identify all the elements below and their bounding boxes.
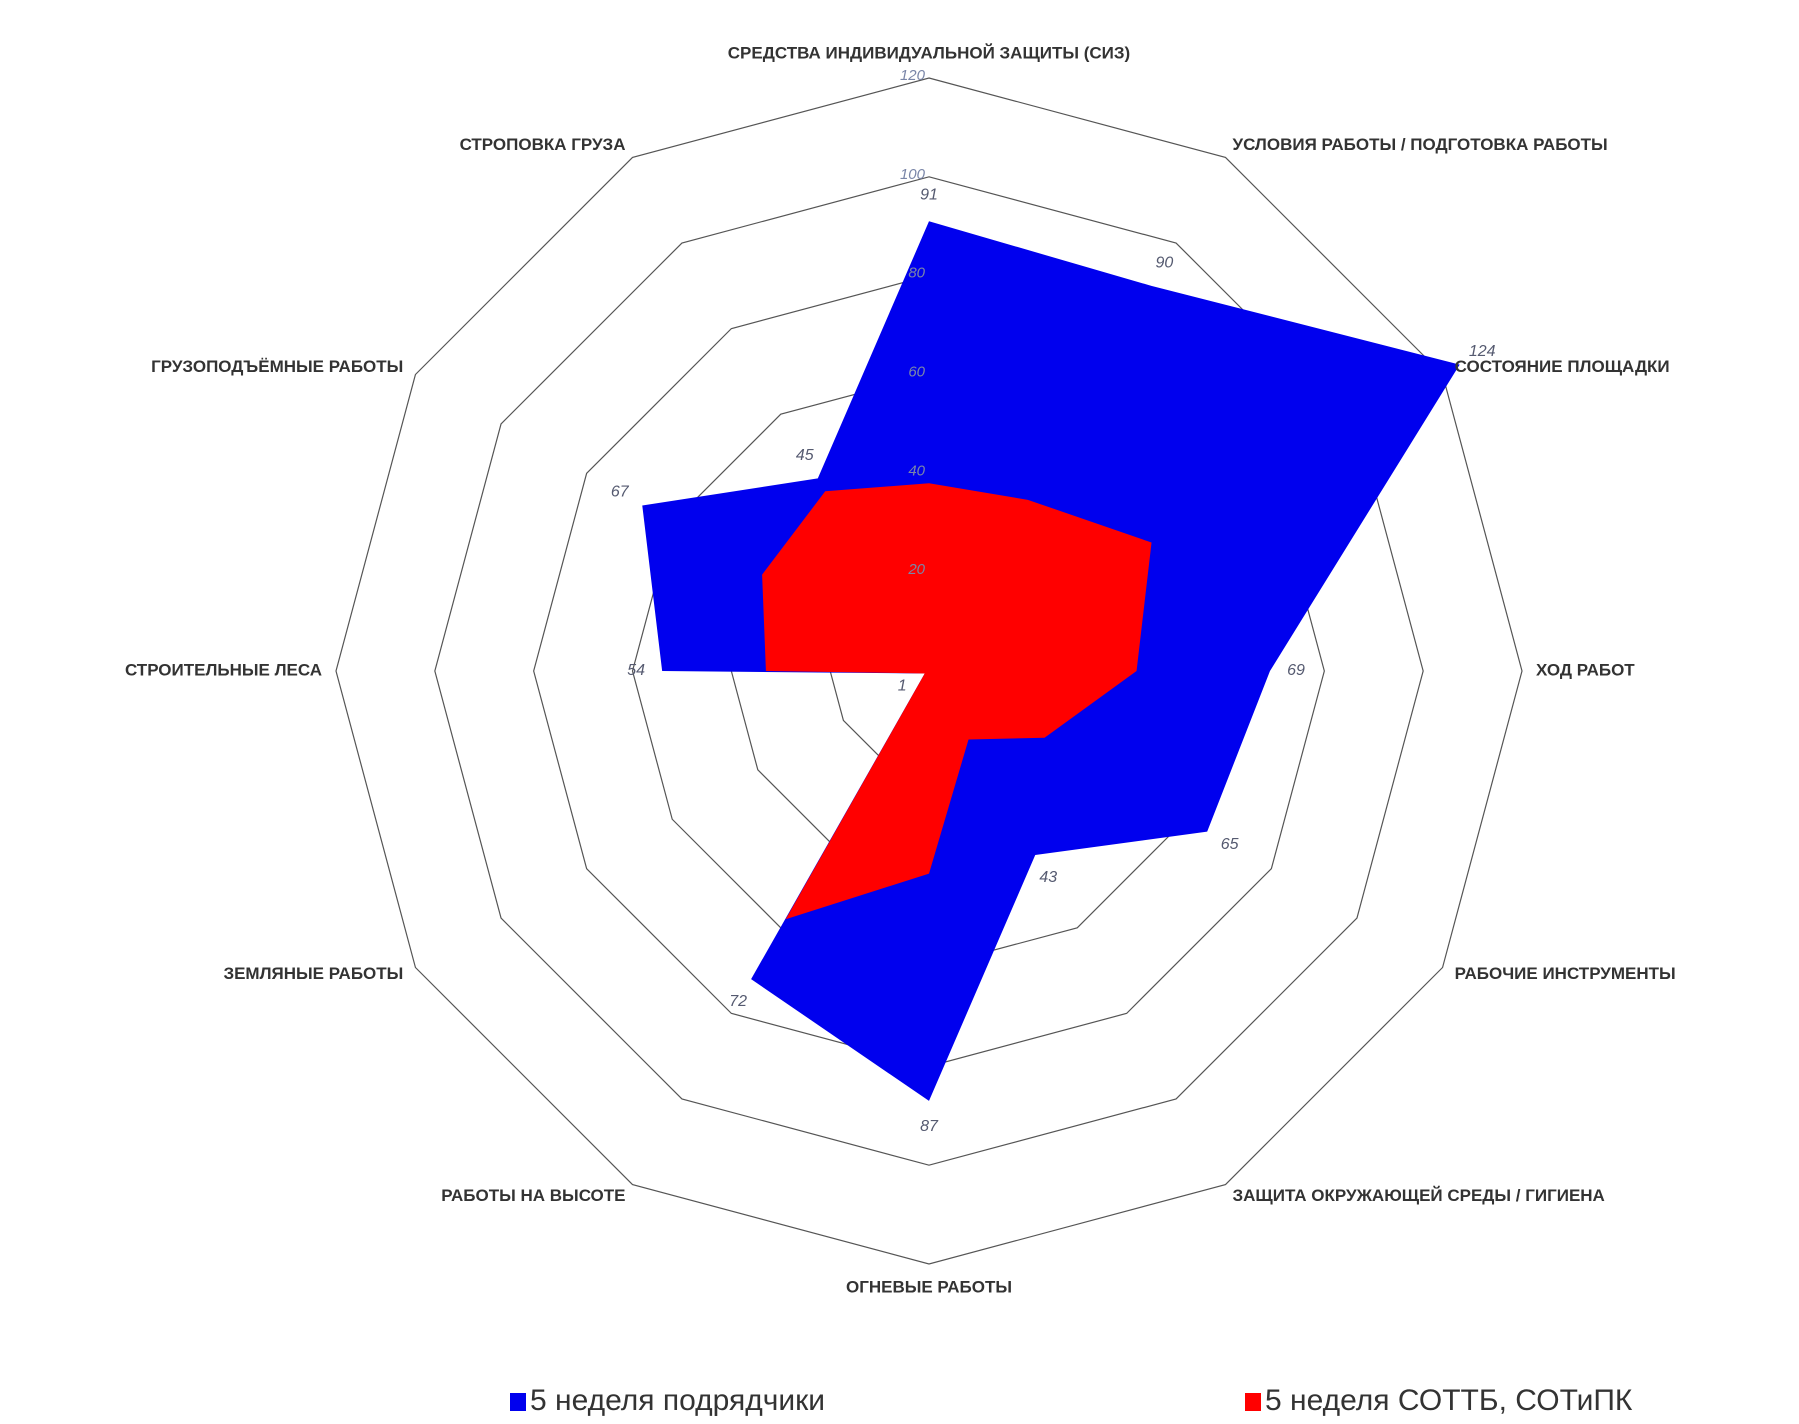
category-label: ЗАЩИТА ОКРУЖАЮЩЕЙ СРЕДЫ / ГИГИЕНА — [1233, 1186, 1605, 1205]
category-label: СОСТОЯНИЕ ПЛОЩАДКИ — [1455, 357, 1670, 376]
category-label: СТРОПОВКА ГРУЗА — [460, 135, 626, 154]
legend-label: 5 неделя подрядчики — [530, 1384, 825, 1417]
legend-swatch — [1245, 1393, 1261, 1411]
value-label: 65 — [1221, 836, 1239, 853]
value-label: 45 — [796, 447, 814, 464]
category-label: ОГНЕВЫЕ РАБОТЫ — [846, 1277, 1012, 1296]
r-tick-label: 80 — [908, 265, 925, 282]
value-label: 72 — [729, 993, 747, 1010]
category-label: ЗЕМЛЯНЫЕ РАБОТЫ — [223, 964, 403, 983]
value-label: 54 — [627, 662, 645, 679]
value-label: 67 — [611, 484, 630, 501]
r-tick-label: 40 — [908, 462, 925, 479]
r-tick-label: 120 — [900, 67, 926, 84]
series-area — [762, 483, 1152, 920]
category-label: СТРОИТЕЛЬНЫЕ ЛЕСА — [125, 660, 322, 679]
r-tick-label: 20 — [907, 561, 925, 578]
r-tick-label: 100 — [900, 166, 926, 183]
legend-label: 5 неделя СОТТБ, СОТиПК — [1265, 1384, 1633, 1417]
category-label: СРЕДСТВА ИНДИВИДУАЛЬНОЙ ЗАЩИТЫ (СИЗ) — [728, 43, 1130, 62]
value-label: 87 — [920, 1118, 939, 1135]
value-label: 69 — [1287, 662, 1305, 679]
category-label: ХОД РАБОТ — [1536, 660, 1635, 679]
value-label: 43 — [1039, 869, 1057, 886]
legend-swatch — [510, 1393, 526, 1411]
category-label: УСЛОВИЯ РАБОТЫ / ПОДГОТОВКА РАБОТЫ — [1233, 135, 1608, 154]
r-tick-label: 60 — [908, 363, 925, 380]
category-label: ГРУЗОПОДЪЁМНЫЕ РАБОТЫ — [151, 357, 403, 376]
category-label: РАБОЧИЕ ИНСТРУМЕНТЫ — [1455, 964, 1676, 983]
category-label: РАБОТЫ НА ВЫСОТЕ — [441, 1186, 625, 1205]
value-label: 91 — [920, 187, 938, 204]
value-label: 1 — [898, 678, 907, 695]
value-label: 90 — [1155, 255, 1173, 272]
value-label: 124 — [1469, 343, 1496, 360]
